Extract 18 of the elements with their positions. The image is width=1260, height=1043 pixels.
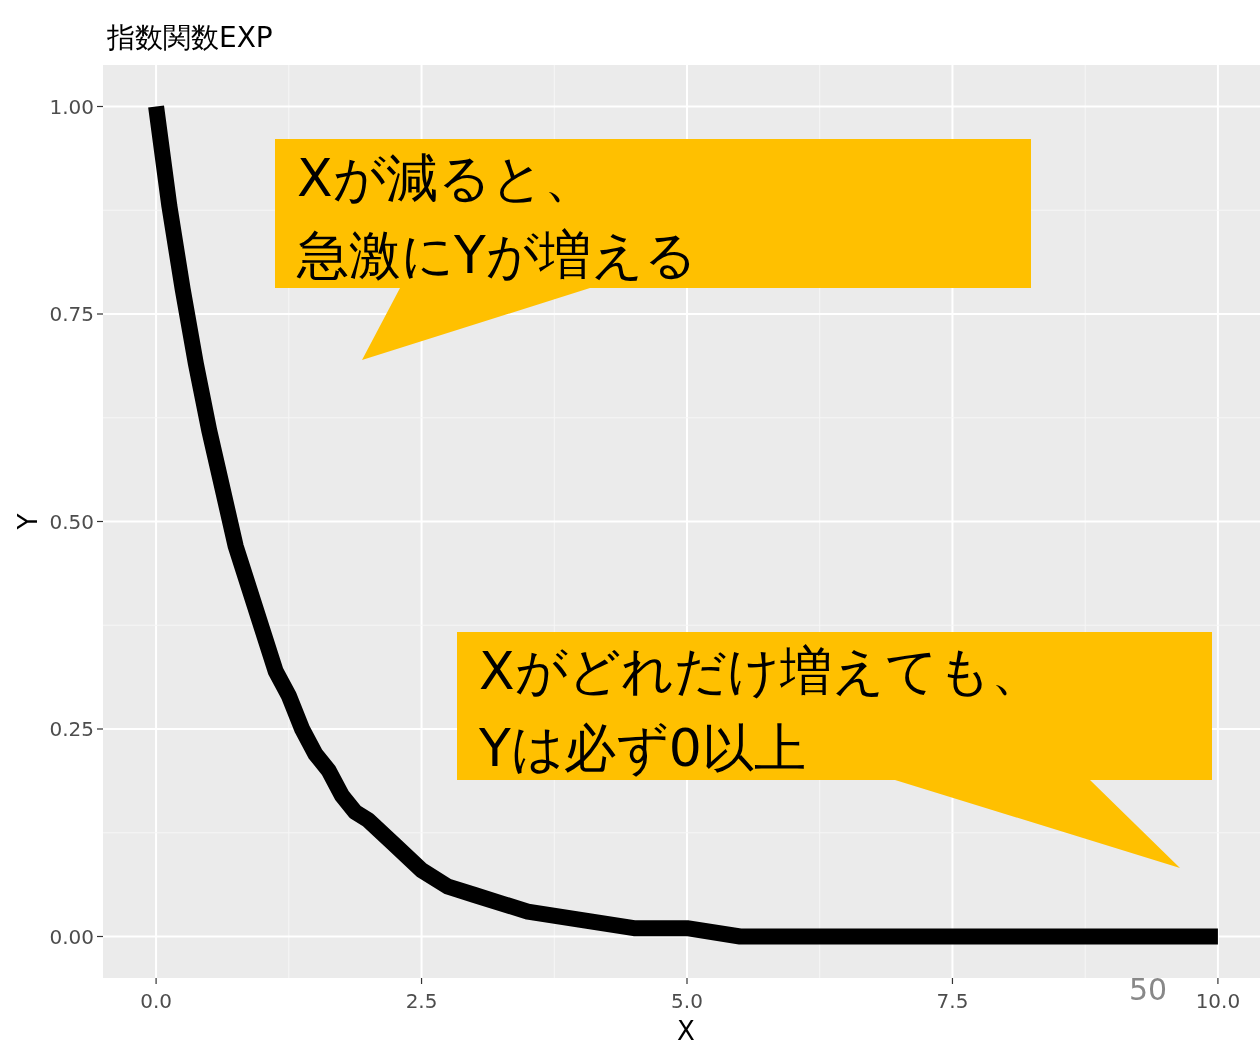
annotation: 50 [1128,972,1168,1007]
y-tick-label: 0.00 [49,924,94,949]
y-tick-label: 0.75 [49,302,94,326]
chart-title: 指数関数EXP [106,21,273,54]
x-tick-label: 2.5 [405,989,438,1013]
annotation: Xが減ると、 [297,148,596,208]
y-tick-label: 0.25 [49,717,94,741]
annotation: Yは必ず0以上 [478,718,806,778]
x-axis-title: X [677,1016,695,1043]
x-tick-label: 0.0 [140,989,172,1013]
x-tick-label: 10.0 [1195,989,1241,1013]
annotation: Xがどれだけ増えても、 [479,641,1043,701]
y-axis-title: Y [13,513,43,531]
y-tick-label: 1.00 [49,94,94,119]
y-tick-label: 0.50 [49,509,94,534]
x-tick-label: 5.0 [671,989,703,1013]
x-tick-label: 7.5 [936,989,969,1013]
annotation: 急激にYが増える [296,225,697,285]
